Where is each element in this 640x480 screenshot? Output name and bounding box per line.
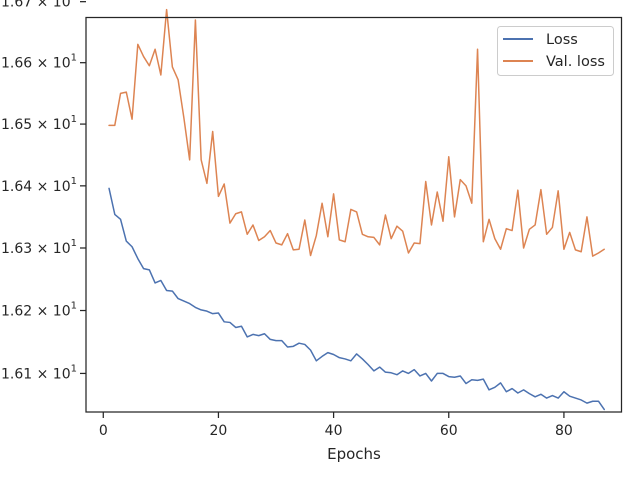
y-tick-label: 1.65 × 101 [1,114,77,133]
y-tick-label: 1.62 × 101 [1,301,77,320]
y-tick-label: 1.63 × 101 [1,238,77,257]
series-layer [108,8,605,411]
x-axis-label: Epochs [327,445,381,463]
x-tick-label: 80 [555,423,573,439]
x-tick-label: 0 [99,423,108,439]
y-tick-label: 1.61 × 101 [1,363,77,382]
series-line-loss [108,187,605,411]
y-tick-label: 1.66 × 101 [1,53,77,72]
legend-label-val-loss: Val. loss [546,54,605,70]
legend-label-loss: Loss [546,32,578,48]
y-tick-label: 1.67 × 101 [1,0,77,11]
x-axis: 0 20 40 60 80 [99,412,573,439]
plot-frame [85,16,623,413]
y-axis: 1.61 × 101 1.62 × 101 1.63 × 101 1.64 × 101… [1,0,86,382]
x-tick-label: 20 [210,423,228,439]
legend: Loss Val. loss [497,26,614,76]
x-tick-label: 60 [440,423,458,439]
series-line-val-loss [108,8,605,257]
x-tick-label: 40 [325,423,343,439]
y-tick-label: 1.64 × 101 [1,176,77,195]
